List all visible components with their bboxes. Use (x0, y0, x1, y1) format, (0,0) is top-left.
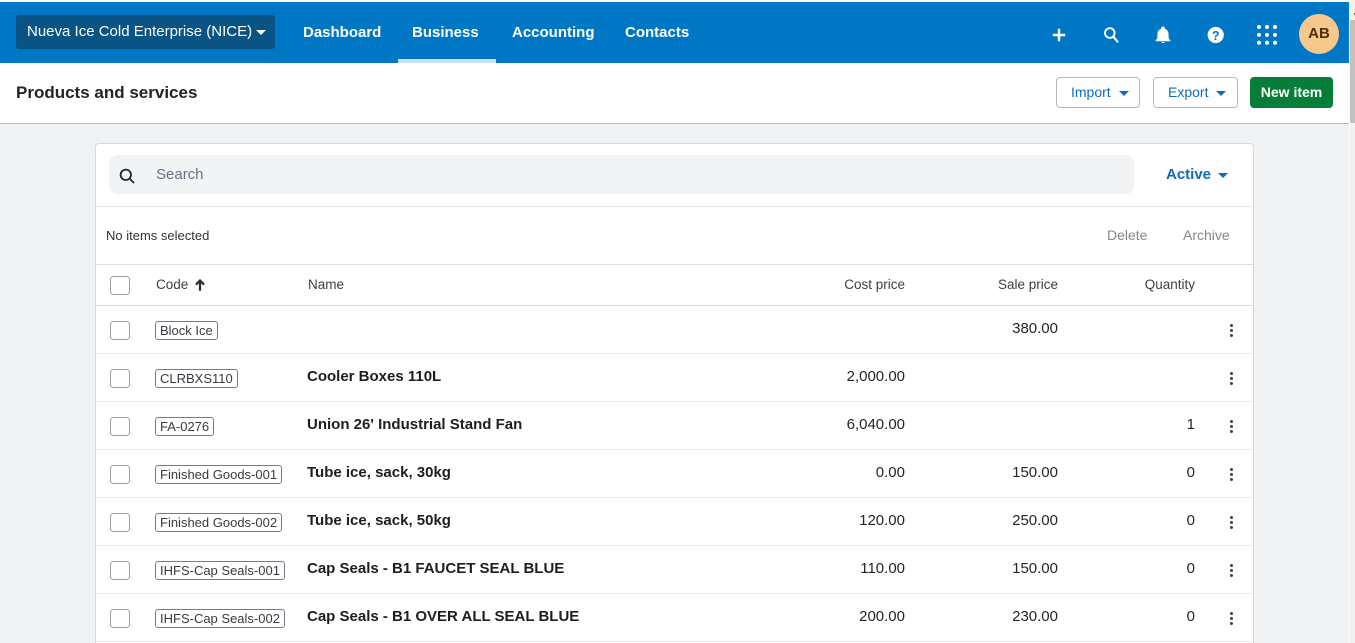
svg-text:?: ? (1212, 29, 1220, 43)
